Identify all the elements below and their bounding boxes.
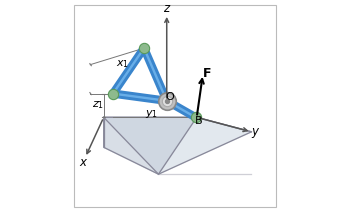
Text: y: y [251,125,258,138]
Text: $z_1$: $z_1$ [92,99,104,111]
Point [164,99,169,102]
Point [110,92,116,95]
Point [141,46,147,50]
Point [164,99,169,102]
Text: $y_1$: $y_1$ [145,108,158,120]
Point [193,116,198,119]
Text: $\mathbf{F}$: $\mathbf{F}$ [202,67,212,80]
Text: O: O [166,92,174,102]
Text: z: z [163,2,169,15]
Polygon shape [104,117,251,174]
Text: x: x [79,156,86,169]
Text: B: B [195,117,203,126]
Polygon shape [104,117,197,174]
Text: $x_1$: $x_1$ [116,58,129,70]
Point [164,99,169,102]
